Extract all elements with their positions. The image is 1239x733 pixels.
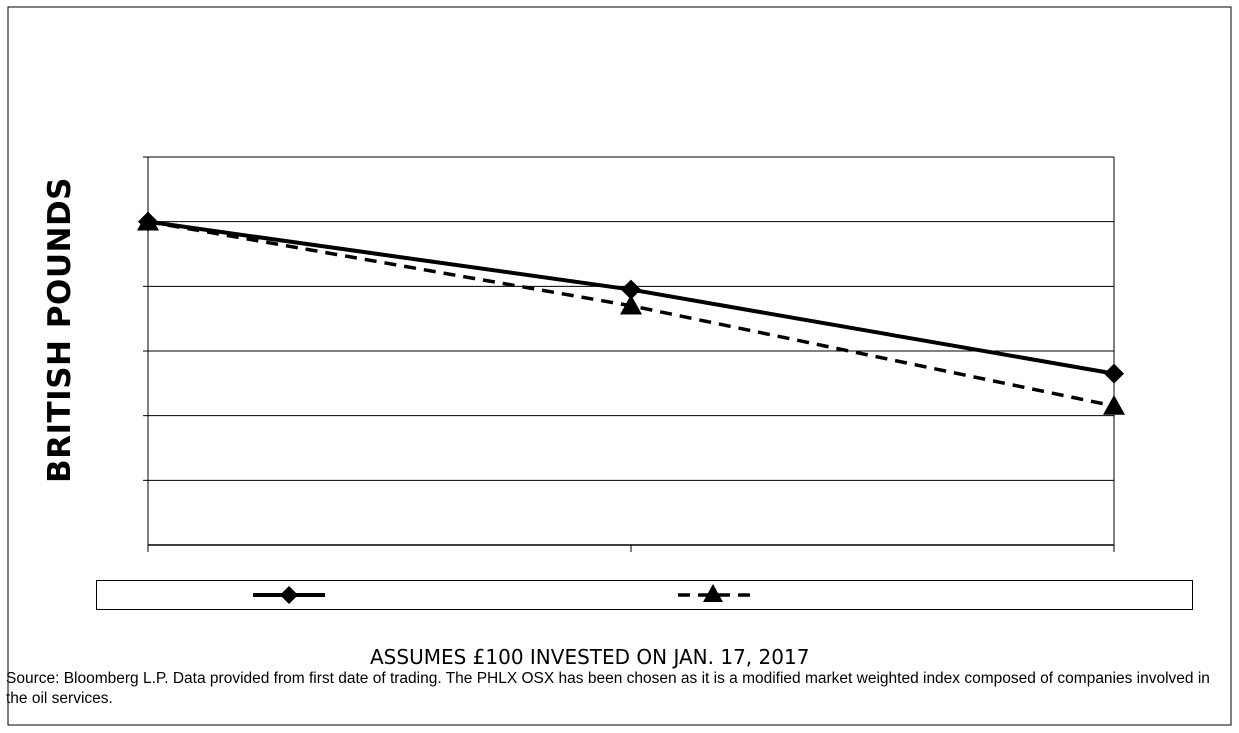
x-axis-label: ASSUMES £100 INVESTED ON JAN. 17, 2017 [370,645,810,669]
plot-grid [143,156,1115,552]
legend [96,580,1193,610]
legend-marks [253,584,752,604]
series-1-point [138,211,158,232]
plot-series [137,210,1125,415]
series-2-point [620,294,642,315]
chart-frame [7,6,1232,726]
series-2-point [1103,394,1125,415]
legend-series-1-marker [280,586,298,604]
source-footnote: Source: Bloomberg L.P. Data provided fro… [6,670,1210,707]
series-1-point [621,279,641,300]
legend-series-2-marker [703,584,723,602]
series-1-point [1104,363,1124,384]
y-axis-label: BRITISH POUNDS [42,176,78,484]
